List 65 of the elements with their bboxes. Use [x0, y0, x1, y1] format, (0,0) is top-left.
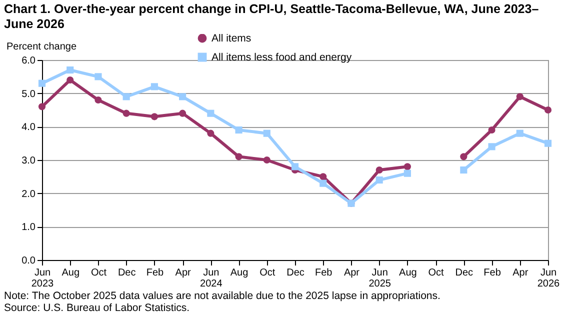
x-tick-label: Jun 2023 — [31, 268, 54, 290]
point — [235, 126, 242, 134]
point — [263, 156, 270, 164]
y-tick-label: 6.0 — [22, 56, 36, 66]
x-tick-label: Dec — [455, 268, 474, 278]
y-tick-label: 4.0 — [22, 122, 36, 134]
y-tick-label: 3.0 — [22, 156, 36, 166]
point — [320, 180, 327, 187]
y-tick-label: 1.0 — [22, 222, 36, 234]
point — [263, 130, 270, 137]
source-note: Source: U.S. Bureau of Labor Statistics. — [4, 302, 191, 314]
x-tick-label: Apr — [175, 268, 192, 278]
point — [235, 153, 242, 160]
point — [94, 96, 102, 104]
x-tick-label: Oct — [260, 268, 276, 278]
y-tick-label: 5.0 — [22, 88, 36, 100]
x-tick-label: Feb — [146, 268, 164, 278]
legend-label: All items less food and energy — [212, 51, 352, 64]
x-tick-label: Oct — [90, 268, 107, 278]
x-tick-label: Feb — [314, 268, 333, 278]
point — [291, 163, 299, 170]
x-tick-label: Apr — [512, 268, 529, 278]
x-tick-label: Jun 2026 — [537, 268, 560, 290]
point — [488, 143, 496, 150]
point — [150, 113, 158, 120]
y-tick-label: 2.0 — [22, 188, 36, 200]
point — [544, 140, 552, 147]
y-tick-label: 0.0 — [22, 256, 36, 266]
point — [376, 166, 383, 174]
point — [38, 80, 46, 87]
point — [404, 170, 411, 177]
x-tick-label: Aug — [62, 268, 80, 278]
point — [179, 93, 186, 100]
legend-label: All items — [212, 32, 252, 44]
point — [376, 176, 383, 184]
x-tick-label: Aug — [230, 268, 248, 278]
x-tick-label: Dec — [286, 268, 304, 278]
point — [122, 93, 130, 100]
point — [94, 73, 102, 80]
point — [488, 126, 496, 134]
x-tick-label: Dec — [118, 268, 136, 278]
point — [150, 83, 158, 90]
x-tick-label: Feb — [484, 268, 502, 278]
point — [544, 106, 552, 114]
point — [516, 130, 524, 137]
point — [207, 110, 214, 117]
point — [179, 110, 186, 117]
point — [38, 103, 46, 110]
point — [66, 76, 74, 84]
point — [122, 110, 130, 117]
point — [207, 130, 214, 137]
x-tick-label: Jun 2025 — [368, 268, 392, 290]
point — [66, 66, 74, 74]
x-tick-label: Aug — [399, 268, 417, 278]
point — [460, 153, 468, 160]
x-tick-label: Oct — [428, 268, 444, 278]
x-tick-label: Jun 2024 — [200, 268, 223, 290]
point — [460, 166, 468, 174]
point — [404, 163, 411, 170]
point — [320, 173, 327, 180]
point — [516, 93, 524, 100]
y-axis-title: Percent change — [6, 42, 77, 52]
text: Note: The October 2025 data values are not available due to the 2025 lapse in appropriations. — [4, 290, 442, 302]
x-tick-label: Apr — [344, 268, 360, 278]
chart-title: Chart 1. Over-the-year percent change in CPI-U, Seattle-Tacoma-Bellevue, WA, June 2023–June 2026 — [3, 1, 540, 33]
